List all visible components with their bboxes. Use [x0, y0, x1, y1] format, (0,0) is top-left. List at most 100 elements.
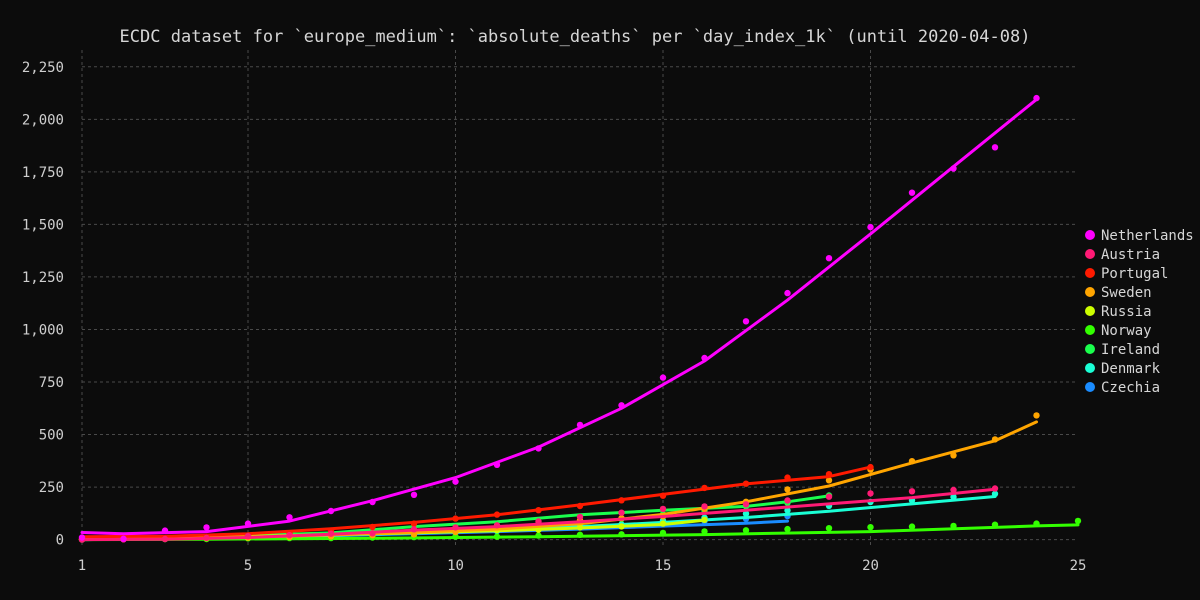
- y-tick-label: 2,000: [22, 112, 64, 128]
- y-tick-label: 1,750: [22, 165, 64, 181]
- legend: Netherlands Austria Portugal Sweden Russia No…: [1085, 228, 1194, 396]
- chart-title: ECDC dataset for `europe_medium`: `absol…: [120, 27, 1031, 47]
- data-point-russia: [576, 524, 584, 531]
- legend-label: Netherlands: [1101, 228, 1194, 244]
- data-point-netherlands: [78, 534, 86, 541]
- data-point-portugal: [618, 497, 625, 504]
- data-point-sweden: [950, 452, 957, 459]
- data-point-austria: [452, 524, 459, 531]
- x-tick-label: 20: [862, 558, 879, 574]
- legend-item-netherlands: Netherlands: [1085, 228, 1194, 244]
- data-point-austria: [701, 503, 708, 510]
- data-point-austria: [659, 505, 667, 513]
- data-point-netherlands: [908, 189, 916, 196]
- legend-item-ireland: Ireland: [1085, 342, 1160, 358]
- data-point-austria: [244, 533, 252, 540]
- data-point-austria: [950, 486, 957, 494]
- legend-label: Norway: [1101, 323, 1152, 339]
- data-point-austria: [908, 488, 916, 495]
- y-tick-label: 750: [39, 375, 64, 391]
- data-point-netherlands: [452, 478, 459, 485]
- legend-marker: [1085, 230, 1095, 240]
- y-tick-label: 0: [56, 533, 64, 549]
- data-point-portugal: [452, 515, 459, 522]
- data-point-norway: [576, 531, 584, 538]
- data-point-netherlands: [161, 527, 169, 534]
- legend-marker: [1085, 268, 1095, 278]
- data-point-norway: [618, 531, 625, 538]
- legend-item-norway: Norway: [1085, 323, 1152, 339]
- data-point-sweden: [825, 477, 833, 484]
- data-point-netherlands: [203, 524, 210, 531]
- data-point-netherlands: [701, 354, 708, 362]
- data-point-netherlands: [493, 461, 501, 468]
- legend-marker: [1085, 287, 1095, 297]
- data-point-austria: [410, 526, 418, 533]
- y-tick-label: 250: [39, 480, 64, 496]
- data-point-sweden: [452, 528, 459, 536]
- legend-label: Czechia: [1101, 380, 1160, 396]
- data-point-portugal: [576, 502, 584, 510]
- x-tick-label: 1: [78, 558, 86, 574]
- data-point-denmark: [784, 507, 791, 514]
- data-point-norway: [991, 521, 999, 528]
- data-point-norway: [535, 532, 542, 539]
- legend-label: Ireland: [1101, 342, 1160, 358]
- data-point-netherlands: [120, 535, 127, 542]
- data-point-netherlands: [950, 165, 957, 172]
- data-point-netherlands: [742, 318, 750, 325]
- data-point-portugal: [742, 480, 750, 487]
- data-point-netherlands: [244, 520, 252, 527]
- data-point-portugal: [535, 507, 542, 514]
- data-point-sweden: [991, 436, 999, 443]
- legend-label: Portugal: [1101, 266, 1168, 282]
- data-point-norway: [908, 523, 916, 530]
- data-point-austria: [203, 534, 210, 542]
- data-point-portugal: [369, 523, 376, 531]
- y-tick-label: 1,500: [22, 217, 64, 233]
- data-point-norway: [493, 533, 501, 540]
- series-austria: [78, 485, 999, 543]
- data-point-russia: [618, 523, 625, 530]
- data-point-norway: [867, 524, 874, 531]
- data-point-netherlands: [867, 223, 874, 231]
- data-point-austria: [618, 509, 625, 516]
- grid: [81, 50, 1078, 548]
- legend-label: Denmark: [1101, 361, 1161, 377]
- data-point-netherlands: [369, 498, 376, 506]
- data-point-netherlands: [659, 374, 667, 381]
- legend-marker: [1085, 325, 1095, 335]
- legend-label: Russia: [1101, 304, 1152, 320]
- x-tick-label: 5: [244, 558, 252, 574]
- data-point-norway: [1033, 520, 1040, 527]
- data-point-portugal: [867, 463, 874, 471]
- data-point-austria: [369, 530, 376, 537]
- data-point-netherlands: [784, 289, 791, 297]
- data-point-austria: [576, 513, 584, 521]
- legend-label: Sweden: [1101, 285, 1152, 301]
- data-point-netherlands: [1033, 94, 1040, 102]
- legend-item-portugal: Portugal: [1085, 266, 1168, 282]
- data-point-austria: [327, 530, 335, 537]
- legend-marker: [1085, 344, 1095, 354]
- data-point-sweden: [1033, 412, 1040, 419]
- data-point-netherlands: [286, 514, 293, 521]
- legend-marker: [1085, 249, 1095, 259]
- data-point-portugal: [493, 511, 501, 518]
- data-point-austria: [825, 493, 833, 500]
- legend-item-russia: Russia: [1085, 304, 1152, 320]
- data-point-portugal: [825, 471, 833, 478]
- trend-line-sweden: [80, 420, 1038, 541]
- series-netherlands: [78, 94, 1040, 542]
- data-point-austria: [784, 497, 791, 504]
- legend-item-austria: Austria: [1085, 247, 1160, 263]
- data-point-netherlands: [991, 144, 999, 151]
- data-point-denmark: [991, 490, 999, 497]
- legend-item-denmark: Denmark: [1085, 361, 1161, 377]
- data-point-sweden: [784, 486, 791, 493]
- data-point-portugal: [701, 484, 708, 492]
- legend-item-sweden: Sweden: [1085, 285, 1152, 301]
- data-point-portugal: [659, 492, 667, 499]
- legend-marker: [1085, 382, 1095, 392]
